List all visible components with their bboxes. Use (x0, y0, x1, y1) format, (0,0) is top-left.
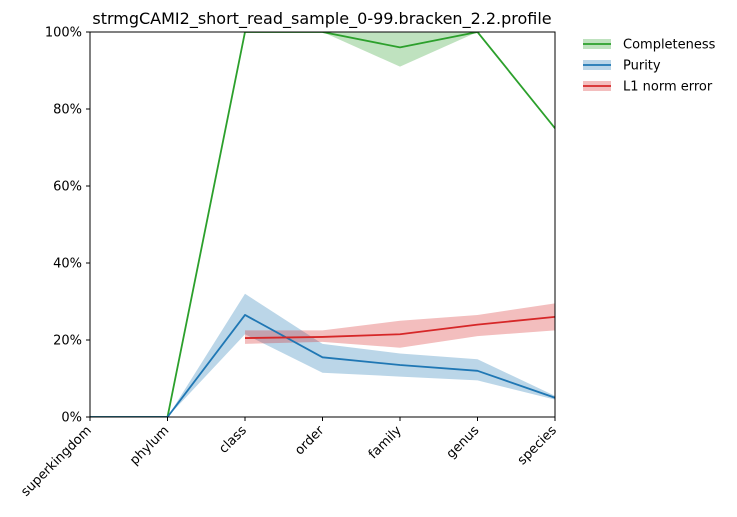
legend: Completeness Purity L1 norm error (583, 38, 716, 95)
line-purity (90, 314, 555, 417)
y-tick-label: 60% (53, 180, 82, 195)
y-tick-label: 80% (53, 103, 82, 118)
line-l1-norm-error (244, 316, 555, 339)
chart-title: strmgCAMI2_short_read_sample_0-99.bracke… (92, 9, 551, 29)
legend-label: Completeness (623, 38, 716, 53)
legend-label: L1 norm error (623, 80, 713, 95)
y-tick-label: 0% (61, 411, 82, 426)
y-tick-label: 20% (53, 334, 82, 349)
y-tick-label: 100% (45, 26, 82, 41)
y-tick-label: 40% (53, 257, 82, 272)
series-group (90, 32, 555, 417)
legend-label: Purity (623, 59, 661, 74)
band-purity (90, 293, 555, 417)
